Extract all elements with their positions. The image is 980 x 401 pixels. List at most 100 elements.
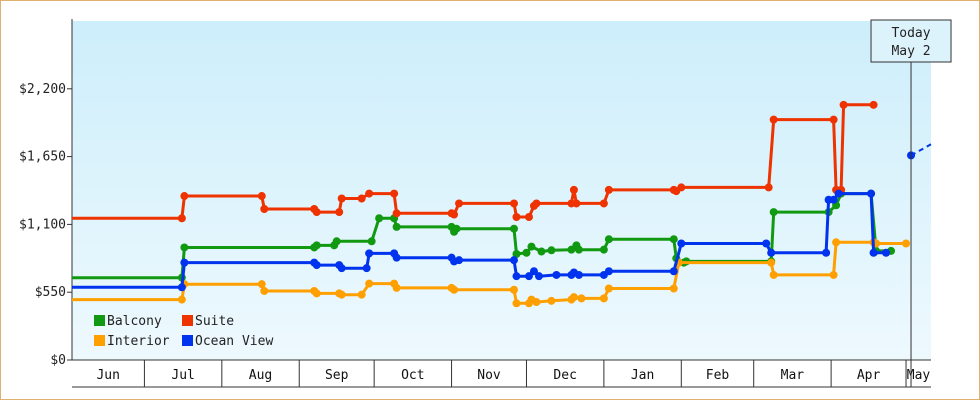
data-point — [769, 270, 778, 279]
data-point — [524, 272, 533, 281]
data-point — [829, 270, 838, 279]
data-point — [569, 185, 578, 194]
y-tick-label: $2,200 — [19, 82, 66, 97]
data-point — [312, 241, 321, 250]
data-point — [829, 115, 838, 124]
data-point — [547, 296, 556, 305]
data-point — [534, 272, 543, 281]
plot-area — [72, 21, 931, 360]
data-point — [769, 208, 778, 217]
data-point — [365, 189, 374, 198]
today-date-label: May 2 — [891, 44, 930, 59]
data-point — [822, 248, 831, 257]
data-point — [669, 284, 678, 293]
today-box — [870, 19, 952, 63]
month-label: Dec — [553, 368, 576, 383]
data-point — [177, 283, 186, 292]
data-point — [509, 199, 518, 208]
data-point — [260, 286, 269, 295]
data-point — [335, 208, 344, 217]
data-point — [450, 285, 459, 294]
data-point — [882, 248, 891, 257]
data-point — [512, 299, 521, 308]
legend-item: Interior — [94, 334, 170, 349]
legend-swatch — [182, 315, 193, 326]
data-point — [599, 245, 608, 254]
data-point — [902, 239, 911, 248]
data-point — [337, 194, 346, 203]
data-point — [180, 243, 189, 252]
data-point — [604, 284, 613, 293]
legend-label: Interior — [107, 334, 170, 349]
month-label: Apr — [857, 368, 881, 383]
data-point — [677, 183, 686, 192]
series-suite — [72, 100, 878, 223]
data-point — [455, 199, 464, 208]
data-point — [509, 285, 518, 294]
y-tick-label: $1,650 — [19, 150, 66, 165]
data-point — [392, 253, 401, 262]
legend-item: Balcony — [94, 314, 162, 329]
data-point — [362, 264, 371, 273]
data-point — [869, 100, 878, 109]
data-point — [332, 237, 341, 246]
data-point — [529, 267, 538, 276]
data-point — [767, 248, 776, 257]
series-layer — [72, 100, 932, 308]
y-tick-label: $1,100 — [19, 217, 66, 232]
data-point — [509, 224, 518, 233]
data-point — [764, 183, 773, 192]
data-point — [452, 224, 461, 233]
data-point — [522, 248, 531, 257]
data-point — [455, 256, 464, 265]
data-point — [357, 290, 366, 299]
data-point — [599, 294, 608, 303]
data-point — [177, 295, 186, 304]
data-point — [527, 242, 536, 251]
legend-item: Ocean View — [182, 334, 273, 349]
data-point — [524, 213, 533, 222]
month-label: Aug — [249, 368, 272, 383]
x-axis: Jun Jul Aug Sep Oct Nov Dec Jan Feb Mar Apr May — [72, 359, 931, 388]
data-point — [552, 270, 561, 279]
data-point — [390, 189, 399, 198]
data-point — [312, 289, 321, 298]
data-point — [177, 214, 186, 223]
data-point — [312, 208, 321, 217]
legend-swatch — [94, 315, 105, 326]
legend-label: Balcony — [107, 314, 162, 329]
data-point — [257, 280, 266, 289]
data-point — [450, 210, 459, 219]
month-label: Jul — [171, 368, 194, 383]
data-point — [599, 199, 608, 208]
data-point — [180, 192, 189, 201]
today-marker: Today May 2 — [870, 19, 952, 387]
month-label: Mar — [781, 368, 805, 383]
legend-label: Suite — [195, 314, 234, 329]
data-point — [512, 272, 521, 281]
data-point — [312, 261, 321, 270]
data-point — [365, 249, 374, 258]
data-point — [762, 239, 771, 248]
data-point — [869, 248, 878, 257]
y-tick-label: $0 — [50, 353, 66, 368]
month-label: Jan — [631, 368, 654, 383]
data-point — [365, 279, 374, 288]
data-point — [604, 235, 613, 244]
data-point — [829, 195, 838, 204]
month-label: Oct — [401, 368, 424, 383]
data-point — [677, 239, 686, 248]
data-point — [357, 194, 366, 203]
legend: Balcony Suite Interior Ocean View — [94, 314, 273, 349]
data-point — [512, 213, 521, 222]
data-point — [392, 222, 401, 231]
data-point — [509, 256, 518, 265]
y-tick-label: $550 — [35, 285, 66, 300]
data-point — [769, 115, 778, 124]
legend-swatch — [94, 335, 105, 346]
data-point — [375, 214, 384, 223]
series-ocean-view — [72, 143, 932, 292]
series-interior — [72, 238, 911, 308]
